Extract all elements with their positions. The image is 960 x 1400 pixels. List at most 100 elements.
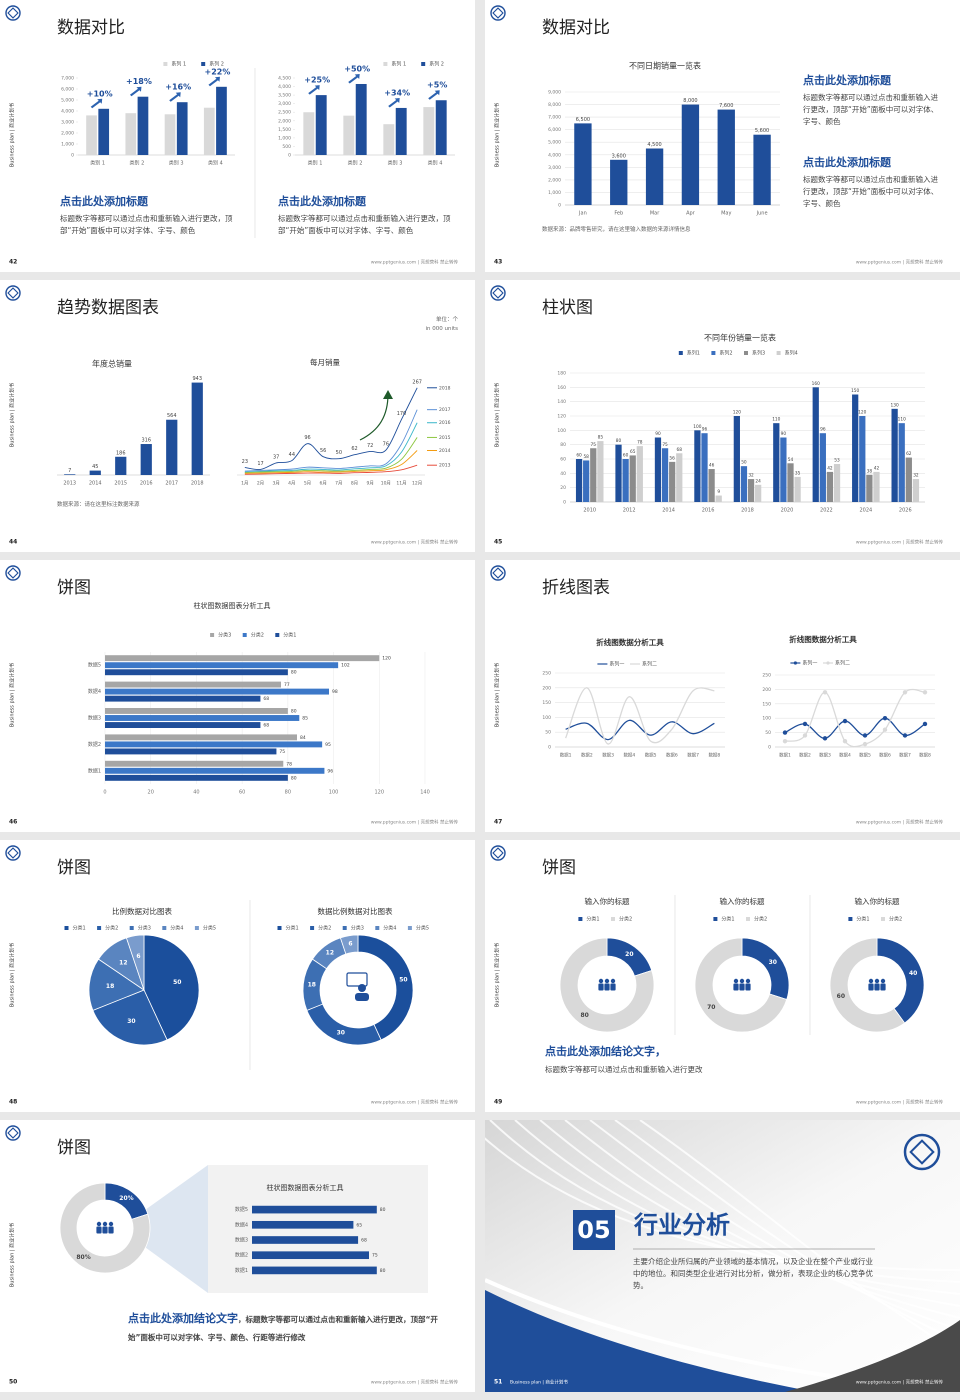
legend-label: 2014 (439, 448, 451, 454)
data-label: 90 (781, 431, 787, 437)
growth-arrow (169, 92, 181, 102)
bar (98, 108, 110, 155)
bar (303, 112, 315, 155)
legend-swatch (201, 62, 206, 66)
bar (252, 1236, 359, 1244)
chart-title: 每月销量 (310, 357, 340, 367)
marker (782, 739, 788, 744)
x-tick-label: 2020 (781, 508, 794, 514)
data-label: 18 (308, 981, 316, 988)
y-tick-label: 2,000 (278, 118, 291, 124)
data-label: 56 (669, 455, 675, 461)
legend-label: 系列 1 (391, 61, 406, 68)
legend-label: 系列二 (642, 661, 657, 668)
page-number: 46 (9, 819, 17, 826)
logo (903, 1133, 941, 1171)
logo (492, 287, 504, 299)
slice (339, 934, 359, 955)
bar (423, 107, 435, 155)
slide-canvas: 饼图 Business plan | 商业计划书 50 www.pptgenius.c… (5, 1125, 458, 1386)
y-tick-label: 7,000 (548, 115, 561, 121)
chart-title: 比例数据对比图表 (112, 906, 172, 916)
logo (5, 5, 21, 21)
body-text: in 000 units (425, 326, 458, 332)
data-label: 102 (341, 663, 350, 669)
data-label: 6,500 (576, 117, 590, 123)
x-tick-label: 数据1 (779, 752, 791, 759)
bar (166, 419, 178, 475)
bar (833, 464, 841, 502)
legend-label: 系列二 (835, 660, 850, 667)
x-tick-label: 数据6 (666, 752, 678, 759)
bar (105, 688, 329, 695)
legend-label: 系列一 (609, 661, 624, 668)
legend-label: 分类2 (318, 925, 331, 932)
annotation: +34% (384, 88, 410, 97)
line (244, 387, 418, 471)
page-number: 42 (9, 259, 17, 266)
x-tick-label: 数据4 (839, 752, 851, 759)
legend-swatch (97, 926, 102, 930)
bar (812, 387, 819, 502)
data-label: 53 (834, 458, 840, 464)
data-label: 68 (263, 696, 269, 702)
bar (654, 437, 662, 502)
trend-arrow (383, 390, 393, 399)
bar (216, 86, 227, 155)
bar (629, 455, 636, 502)
x-tick-label: 类别 1 (308, 160, 323, 167)
chart-title: 柱状图数据图表分析工具 (194, 601, 271, 610)
y-tick-label: 160 (557, 385, 566, 391)
x-tick-label: 类别 4 (428, 160, 443, 167)
data-label: 4,500 (647, 142, 661, 148)
legend-label: 分类4 (383, 925, 396, 932)
x-tick-label: 数据3 (602, 752, 614, 759)
slide-title: 趋势数据图表 (57, 298, 159, 318)
data-label: 12 (119, 959, 127, 966)
gray-wave (785, 1320, 960, 1392)
annotation: +50% (344, 64, 370, 73)
data-label: 17 (257, 461, 263, 467)
growth-arrow (208, 76, 220, 87)
bar (636, 446, 643, 502)
y-tick-label: 0 (71, 153, 74, 159)
icon (96, 1221, 102, 1227)
legend-swatch (421, 62, 426, 66)
bar (708, 469, 715, 502)
y-tick-label: 5,000 (548, 140, 561, 146)
y-tick-label: 0 (558, 203, 561, 209)
slide: 05 行业分析 51 Business plan | 商业计划书 www.pptgeni… (485, 1120, 960, 1392)
chart-title: 年度总销量 (92, 359, 132, 369)
bar (252, 1251, 369, 1260)
bar (105, 708, 288, 714)
legend-label: 系列2 (719, 350, 732, 357)
data-label: 110 (898, 417, 906, 423)
data-label: 120 (858, 410, 866, 416)
data-label: 5,600 (755, 128, 769, 134)
icon (102, 1221, 108, 1227)
icon (874, 978, 880, 984)
legend-label: 分类1 (721, 916, 734, 923)
text-block: 数据来源：请在这里标注数据来源 (57, 501, 317, 510)
data-label: 80 (291, 708, 297, 714)
y-tick-label: 数据4 (88, 688, 101, 695)
page-number: 45 (494, 539, 502, 546)
legend-swatch (375, 926, 380, 930)
chart-title: 不同日期销量一览表 (629, 61, 701, 71)
legend-swatch (578, 917, 583, 921)
growth-arrow (388, 97, 400, 108)
number-box (573, 1210, 615, 1250)
y-tick-label: 2,000 (548, 177, 561, 183)
x-tick-label: 类别 1 (90, 160, 105, 167)
y-tick-label: 4,500 (278, 76, 291, 82)
icon (739, 983, 745, 991)
slide: 数据对比 Business plan | 商业计划书 42 www.pptgenius… (0, 0, 475, 272)
logo (7, 7, 19, 19)
bar (105, 734, 297, 741)
y-tick-label: 0 (768, 745, 771, 751)
x-tick-label: 数据7 (687, 752, 699, 759)
bar (701, 433, 708, 502)
data-label: 32 (748, 473, 754, 479)
legend-swatch (275, 633, 280, 637)
x-tick-label: 0 (103, 790, 106, 796)
